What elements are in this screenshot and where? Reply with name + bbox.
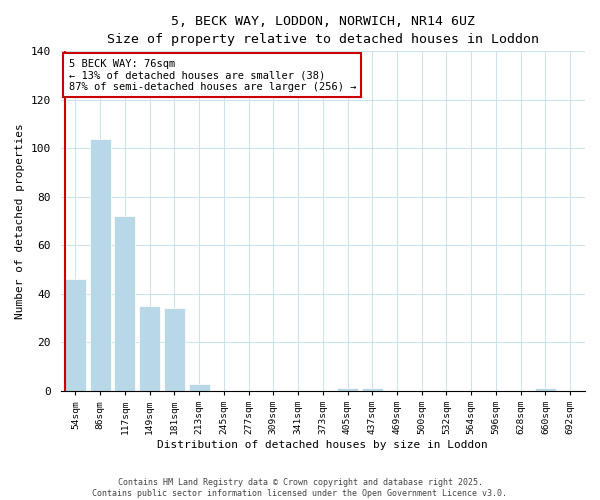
- Text: 5 BECK WAY: 76sqm
← 13% of detached houses are smaller (38)
87% of semi-detached: 5 BECK WAY: 76sqm ← 13% of detached hous…: [68, 58, 356, 92]
- Bar: [164, 308, 185, 391]
- Y-axis label: Number of detached properties: Number of detached properties: [15, 123, 25, 319]
- Bar: [115, 216, 136, 391]
- Bar: [337, 388, 358, 391]
- Text: Contains HM Land Registry data © Crown copyright and database right 2025.
Contai: Contains HM Land Registry data © Crown c…: [92, 478, 508, 498]
- Bar: [535, 388, 556, 391]
- Bar: [65, 280, 86, 391]
- Bar: [89, 138, 110, 391]
- X-axis label: Distribution of detached houses by size in Loddon: Distribution of detached houses by size …: [157, 440, 488, 450]
- Bar: [188, 384, 209, 391]
- Title: 5, BECK WAY, LODDON, NORWICH, NR14 6UZ
Size of property relative to detached hou: 5, BECK WAY, LODDON, NORWICH, NR14 6UZ S…: [107, 15, 539, 46]
- Bar: [362, 388, 383, 391]
- Bar: [139, 306, 160, 391]
